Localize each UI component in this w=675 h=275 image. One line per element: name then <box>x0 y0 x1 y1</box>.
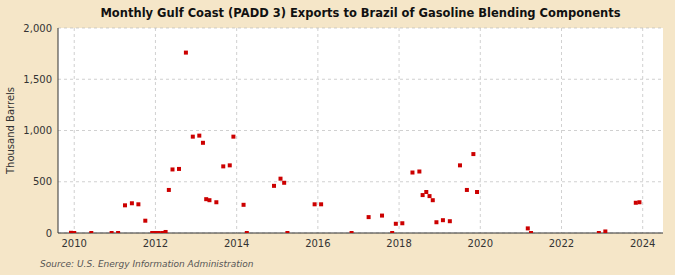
point <box>597 231 601 233</box>
point <box>221 164 225 168</box>
x-tick-label: 2014 <box>224 238 249 249</box>
point <box>184 51 188 55</box>
y-tick-label: 2,000 <box>23 23 52 34</box>
point <box>448 219 452 223</box>
x-tick-label: 2010 <box>62 238 87 249</box>
point <box>231 135 235 139</box>
point <box>157 231 161 233</box>
x-tick-label: 2018 <box>386 238 411 249</box>
point <box>603 229 607 233</box>
point <box>421 193 425 197</box>
point <box>471 152 475 156</box>
point <box>242 203 246 207</box>
point <box>164 230 168 233</box>
point <box>424 190 428 194</box>
point <box>207 198 211 202</box>
point <box>282 181 286 185</box>
x-tick-label: 2024 <box>630 238 655 249</box>
point <box>441 218 445 222</box>
point <box>350 231 354 233</box>
point <box>465 188 469 192</box>
source: Source: U.S. Energy Information Administ… <box>40 259 254 269</box>
point <box>400 221 404 225</box>
point <box>214 200 218 204</box>
point <box>637 200 641 204</box>
x-grid-line <box>236 28 237 233</box>
point <box>367 215 371 219</box>
point <box>167 188 171 192</box>
chart: 2010 2012 2014 2016 2018 2020 2022 2024 0 500 1,00… <box>0 0 675 275</box>
point <box>475 190 479 194</box>
points <box>69 51 641 233</box>
point <box>285 231 289 233</box>
point <box>417 170 421 174</box>
point <box>143 219 147 223</box>
point <box>245 231 249 233</box>
y-grid-line <box>58 130 663 131</box>
point <box>279 177 283 181</box>
title: Monthly Gulf Coast (PADD 3) Exports to B… <box>100 6 620 20</box>
x-grid-line <box>561 28 562 233</box>
y-grid-line <box>58 181 663 182</box>
point <box>177 167 181 171</box>
point <box>197 134 201 138</box>
plot-background <box>58 28 663 233</box>
point <box>201 141 205 145</box>
point <box>390 231 394 233</box>
x-tick-label: 2016 <box>305 238 330 249</box>
point <box>319 202 323 206</box>
x-tick-label: 2020 <box>468 238 493 249</box>
point <box>526 226 530 230</box>
point <box>434 220 438 224</box>
point <box>410 171 414 175</box>
y-grid-line <box>58 28 663 29</box>
y-grid-line <box>58 233 663 234</box>
x-tick-label: 2012 <box>143 238 168 249</box>
point <box>380 214 384 218</box>
point <box>313 202 317 206</box>
point <box>123 203 127 207</box>
point <box>529 231 533 233</box>
y-axis-line <box>58 28 59 233</box>
x-grid-line <box>74 28 75 233</box>
point <box>394 222 398 226</box>
y-tick-label: 500 <box>33 176 52 187</box>
x-axis-line <box>58 233 663 234</box>
y-tick-label: 0 <box>46 228 52 239</box>
point <box>272 184 276 188</box>
point <box>458 163 462 167</box>
x-grid-line <box>399 28 400 233</box>
y-axis-label: Thousand Barrels <box>5 87 16 175</box>
x-tick-label: 2022 <box>549 238 574 249</box>
y-tick-label: 1,500 <box>23 74 52 85</box>
grid <box>58 28 663 233</box>
point <box>191 135 195 139</box>
point <box>634 201 638 205</box>
point <box>130 201 134 205</box>
point <box>110 231 114 233</box>
point <box>136 202 140 206</box>
point <box>171 167 175 171</box>
point <box>428 194 432 198</box>
point <box>72 231 76 233</box>
point <box>431 198 435 202</box>
point <box>228 163 232 167</box>
point <box>89 231 93 233</box>
point <box>116 231 120 233</box>
y-grid-line <box>58 79 663 80</box>
y-tick-label: 1,000 <box>23 125 52 136</box>
